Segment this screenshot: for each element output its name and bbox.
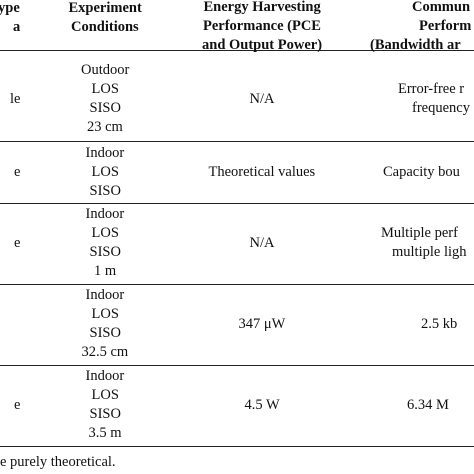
cell-line: N/A	[249, 234, 275, 251]
cell-line: Indoor	[85, 368, 125, 384]
header-cell-line: Experiment	[68, 0, 142, 16]
header-cell-line: Energy Harvesting	[203, 0, 321, 15]
cell-line: 1 m	[94, 263, 117, 279]
cell-line: Indoor	[85, 287, 125, 303]
cell-line: 23 cm	[87, 119, 123, 135]
row-rule	[0, 203, 474, 204]
cell-line: 32.5 cm	[81, 344, 129, 360]
cell-line: LOS	[91, 306, 119, 322]
header-cell-line: (Bandwidth ar	[370, 36, 461, 53]
cell-line: e	[14, 163, 21, 180]
cell-line: SISO	[89, 182, 121, 199]
footnote: e purely theoretical.	[0, 454, 116, 470]
cell-line: SISO	[89, 100, 121, 116]
header-cell-line: Conditions	[71, 19, 139, 35]
cell-line: Capacity bou	[383, 163, 460, 180]
cell-line: e	[14, 234, 21, 251]
header-cell-line: ype	[0, 0, 20, 16]
header-cell-line: Perform	[419, 17, 472, 34]
cell-line: N/A	[249, 90, 275, 107]
cell-line: 347 μW	[238, 315, 286, 332]
cell-line: multiple ligh	[392, 244, 467, 260]
cell-line: LOS	[91, 225, 119, 241]
cell-line: LOS	[91, 163, 119, 180]
cell-line: 4.5 W	[244, 396, 280, 413]
cell-line: Error-free r	[398, 81, 465, 97]
row-rule	[0, 446, 474, 447]
row-rule	[0, 365, 474, 366]
cell-line: LOS	[91, 81, 119, 97]
header-cell-line: Performance (PCE	[203, 17, 321, 34]
cell-line: SISO	[89, 406, 121, 422]
cell-line: frequency	[412, 100, 470, 116]
cell-line: le	[10, 90, 21, 107]
cell-line: 2.5 kb	[421, 315, 458, 332]
cell-line: Outdoor	[81, 62, 130, 78]
cell-line: 3.5 m	[88, 425, 122, 441]
cell-line: Indoor	[85, 206, 125, 222]
row-rule	[0, 284, 474, 285]
cell-line: SISO	[89, 325, 121, 341]
header-cell-line: and Output Power)	[202, 36, 323, 53]
cell-line: SISO	[89, 244, 121, 260]
cell-line: 6.34 M	[407, 396, 449, 413]
cell-line: Theoretical values	[208, 163, 316, 180]
header-cell-line: a	[13, 19, 21, 35]
cell-line: Multiple perf	[381, 225, 458, 241]
header-rule	[0, 50, 474, 51]
cell-line: e	[14, 396, 21, 413]
cell-line: Indoor	[85, 144, 125, 161]
cell-line: LOS	[91, 387, 119, 403]
row-rule	[0, 141, 474, 142]
header-cell-line: Commun	[412, 0, 471, 15]
